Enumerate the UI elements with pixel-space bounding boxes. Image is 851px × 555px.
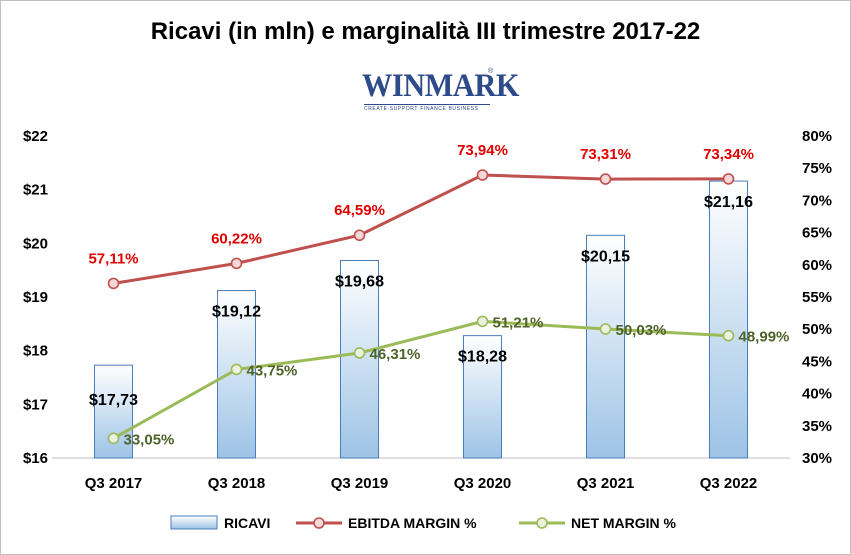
net-point (722, 329, 735, 342)
bar-data-label: $18,28 (458, 349, 507, 366)
labels-layer: $17,73 $19,12 $19,68 $18,28 $20,15 $21,16 57,1… (88, 142, 789, 448)
ebitda-data-label: 73,34% (703, 146, 754, 163)
legend: RICAVI EBITDA MARGIN % NET MARGIN % (170, 515, 677, 531)
net-point (107, 432, 120, 445)
winmark-logo: WINMARK ® CREATE·SUPPORT·FINANCE BUSINES… (362, 68, 519, 120)
y-left-tick-label: $20 (23, 235, 48, 252)
y-right-tick-label: 65% (802, 225, 832, 242)
y-left-tick-label: $19 (23, 289, 48, 306)
net-data-label: 48,99% (739, 329, 790, 346)
y-left-tick-label: $16 (23, 450, 48, 467)
y-right-tick-label: 75% (802, 160, 832, 177)
y-right-tick-label: 40% (802, 386, 832, 403)
bar-data-label: $17,73 (89, 392, 138, 409)
bar-data-label: $19,68 (335, 274, 384, 291)
logo-wordmark: WINMARK (362, 68, 520, 104)
bar-ricavi (463, 335, 502, 459)
ebitda-line (113, 173, 729, 285)
ebitda-point (230, 257, 243, 270)
legend-label-net: NET MARGIN % (571, 515, 677, 531)
net-data-label: 46,31% (370, 346, 421, 363)
y-right-tick-label: 30% (802, 450, 832, 467)
bar-data-label: $21,16 (704, 194, 753, 211)
legend-swatch-ricavi (170, 515, 218, 530)
x-tick-label: Q3 2019 (331, 475, 389, 492)
ebitda-point (107, 277, 120, 290)
net-point (599, 323, 612, 335)
x-tick-label: Q3 2017 (85, 475, 143, 492)
chart-title: Ricavi (in mln) e marginalità III trimes… (150, 18, 701, 45)
legend-marker-ebitda (313, 517, 325, 529)
legend-marker-net (536, 517, 548, 529)
y-left-tick-label: $22 (23, 128, 48, 145)
y-left-tick-label: $17 (23, 396, 48, 413)
ebitda-point (476, 169, 489, 181)
y-right-tick-label: 60% (802, 257, 832, 274)
y-right-tick-label: 80% (802, 128, 832, 145)
ebitda-data-label: 73,94% (457, 142, 508, 159)
ebitda-point (722, 173, 735, 185)
ebitda-data-label: 64,59% (334, 202, 385, 219)
y-right-tick-label: 55% (802, 289, 832, 306)
net-line (112, 319, 729, 440)
x-tick-label: Q3 2022 (700, 475, 758, 492)
logo-tagline: CREATE·SUPPORT·FINANCE BUSINESS (364, 106, 479, 112)
net-data-label: 33,05% (124, 431, 175, 448)
net-data-label: 43,75% (247, 362, 298, 379)
bar-ricavi (709, 180, 748, 459)
ebitda-data-label: 57,11% (88, 250, 138, 267)
y-right-tick-label: 45% (802, 353, 832, 370)
bar-data-label: $19,12 (212, 304, 261, 321)
bar-ricavi (340, 260, 379, 459)
ebitda-data-label: 73,31% (580, 146, 631, 163)
legend-label-ebitda: EBITDA MARGIN % (348, 515, 477, 531)
logo-rule (364, 104, 490, 105)
x-tick-label: Q3 2020 (454, 475, 512, 492)
net-data-label: 51,21% (493, 314, 544, 331)
net-point (230, 363, 243, 376)
net-point (353, 347, 366, 359)
bars-layer (94, 180, 748, 459)
y-right-tick-label: 70% (802, 192, 832, 209)
ebitda-point (353, 229, 366, 242)
bar-ricavi (586, 234, 625, 459)
y-right-tick-label: 35% (802, 418, 832, 435)
logo-registered-mark: ® (488, 68, 494, 75)
x-tick-label: Q3 2018 (208, 475, 266, 492)
x-tick-label: Q3 2021 (577, 475, 635, 492)
axes-layer: $16 $17 $18 $19 $20 $21 $22 30% 35% 40% 45% 50% 55% 6… (23, 128, 832, 492)
bar-data-label: $20,15 (581, 248, 630, 265)
net-point (476, 315, 489, 328)
y-right-tick-label: 50% (802, 321, 832, 338)
legend-label-ricavi: RICAVI (224, 515, 270, 531)
y-left-tick-label: $21 (23, 182, 48, 199)
ebitda-data-label: 60,22% (211, 230, 262, 247)
ebitda-point (599, 173, 612, 185)
net-data-label: 50,03% (616, 322, 667, 339)
lines-layer (107, 169, 735, 445)
y-left-tick-label: $18 (23, 343, 48, 360)
